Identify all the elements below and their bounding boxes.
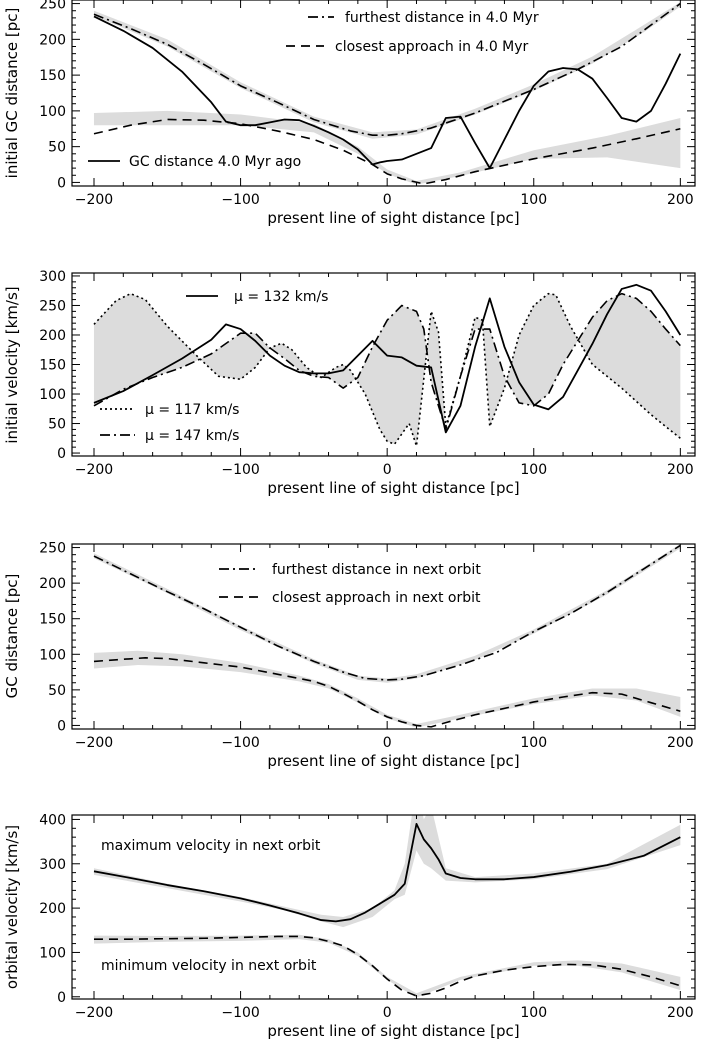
- x-axis-label: present line of sight distance [pc]: [267, 479, 519, 497]
- legend-label-2: closest approach in 4.0 Myr: [335, 39, 529, 55]
- series-line-2: [93, 292, 681, 447]
- y-tick-label: 200: [39, 901, 66, 917]
- chart-panel-1: −200 −100 0 100 200 0 50 100 150 200 250 present li…: [3, 0, 696, 227]
- y-tick-label: 100: [39, 387, 66, 403]
- uncertainty-band-1: [93, 2, 681, 139]
- legend-label-1: furthest distance in next orbit: [272, 562, 481, 578]
- series-line-1: [93, 2, 681, 137]
- y-tick-label: 200: [39, 32, 66, 48]
- x-tick-label: 200: [667, 1005, 694, 1021]
- x-tick-label: 0: [383, 192, 392, 208]
- velocity-spread-band: [93, 293, 681, 446]
- x-tick-label: −200: [75, 462, 113, 478]
- x-axis-label: present line of sight distance [pc]: [267, 209, 519, 227]
- legend-label-1: furthest distance in 4.0 Myr: [345, 10, 539, 26]
- y-tick-label: 150: [39, 358, 66, 374]
- uncertainty-band-1: [93, 544, 681, 683]
- x-tick-label: 200: [667, 462, 694, 478]
- series-line-2: [93, 657, 681, 728]
- uncertainty-band-2: [93, 650, 681, 728]
- legend-label-3: GC distance 4.0 Myr ago: [129, 154, 301, 170]
- series-line-3: [93, 15, 682, 170]
- y-tick-label: 50: [48, 140, 66, 156]
- y-tick-label: 100: [39, 104, 66, 120]
- x-tick-label: 200: [667, 735, 694, 751]
- plot-area: [93, 544, 681, 728]
- y-tick-label: 250: [39, 298, 66, 314]
- x-tick-label: −200: [75, 1005, 113, 1021]
- legend-label-2: μ = 117 km/s: [145, 402, 239, 418]
- x-tick-label: 100: [520, 1005, 547, 1021]
- series-line-1: [93, 283, 682, 434]
- y-tick-label: 50: [48, 683, 66, 699]
- series-line-3: [93, 292, 681, 431]
- plot-area: [93, 2, 682, 185]
- x-tick-label: 100: [520, 462, 547, 478]
- x-tick-label: 100: [520, 735, 547, 751]
- y-tick-label: 250: [39, 541, 66, 557]
- y-tick-label: 200: [39, 328, 66, 344]
- y-tick-label: 150: [39, 612, 66, 628]
- legend-label-3: μ = 147 km/s: [145, 428, 239, 444]
- plot-area: [93, 283, 682, 447]
- legend-label-1: μ = 132 km/s: [234, 289, 328, 305]
- y-axis-label: GC distance [pc]: [3, 574, 21, 699]
- x-tick-label: −100: [221, 735, 259, 751]
- y-tick-label: 100: [39, 647, 66, 663]
- y-tick-label: 150: [39, 68, 66, 84]
- x-axis-label: present line of sight distance [pc]: [267, 752, 519, 770]
- series-annotation-1: maximum velocity in next orbit: [101, 838, 321, 854]
- series-line-2: [93, 935, 681, 997]
- y-tick-label: 0: [57, 446, 66, 462]
- series-line-1: [93, 822, 681, 923]
- y-axis-label: orbital velocity [km/s]: [3, 825, 21, 989]
- chart-panel-4: −200 −100 0 100 200 0 100 200 300 400 present line…: [3, 812, 696, 1040]
- y-tick-label: 0: [57, 990, 66, 1006]
- y-tick-label: 250: [39, 0, 66, 13]
- y-tick-label: 400: [39, 812, 66, 828]
- x-tick-label: 200: [667, 192, 694, 208]
- plot-frame: [71, 543, 696, 730]
- x-tick-label: 0: [383, 1005, 392, 1021]
- chart-panel-2: −200 −100 0 100 200 0 50 100 150 200 250 300 present…: [3, 269, 696, 497]
- uncertainty-band-2: [93, 934, 681, 998]
- y-axis-label: initial GC distance [pc]: [3, 8, 21, 179]
- x-tick-label: 100: [520, 192, 547, 208]
- x-tick-label: −100: [221, 192, 259, 208]
- y-tick-label: 300: [39, 857, 66, 873]
- x-tick-label: −200: [75, 192, 113, 208]
- plot-frame: [71, 814, 696, 1000]
- y-tick-label: 50: [48, 417, 66, 433]
- plot-frame: [71, 0, 696, 187]
- x-tick-label: −200: [75, 735, 113, 751]
- x-tick-label: 0: [383, 462, 392, 478]
- y-tick-label: 0: [57, 175, 66, 191]
- x-tick-label: −100: [221, 462, 259, 478]
- series-line-2: [93, 118, 681, 185]
- series-line-1: [93, 544, 681, 681]
- x-tick-label: −100: [221, 1005, 259, 1021]
- uncertainty-band-1: [93, 815, 681, 928]
- x-axis-label: present line of sight distance [pc]: [267, 1022, 519, 1040]
- series-annotation-2: minimum velocity in next orbit: [101, 958, 317, 974]
- y-axis-label: initial velocity [km/s]: [3, 286, 21, 443]
- x-tick-label: 0: [383, 735, 392, 751]
- y-tick-label: 200: [39, 576, 66, 592]
- y-tick-label: 0: [57, 718, 66, 734]
- y-tick-label: 100: [39, 945, 66, 961]
- legend-label-2: closest approach in next orbit: [272, 590, 481, 606]
- y-tick-label: 300: [39, 269, 66, 285]
- plot-area: [93, 815, 681, 998]
- uncertainty-band-2: [93, 110, 681, 185]
- chart-panel-3: −200 −100 0 100 200 0 50 100 150 200 250 present li…: [3, 541, 696, 770]
